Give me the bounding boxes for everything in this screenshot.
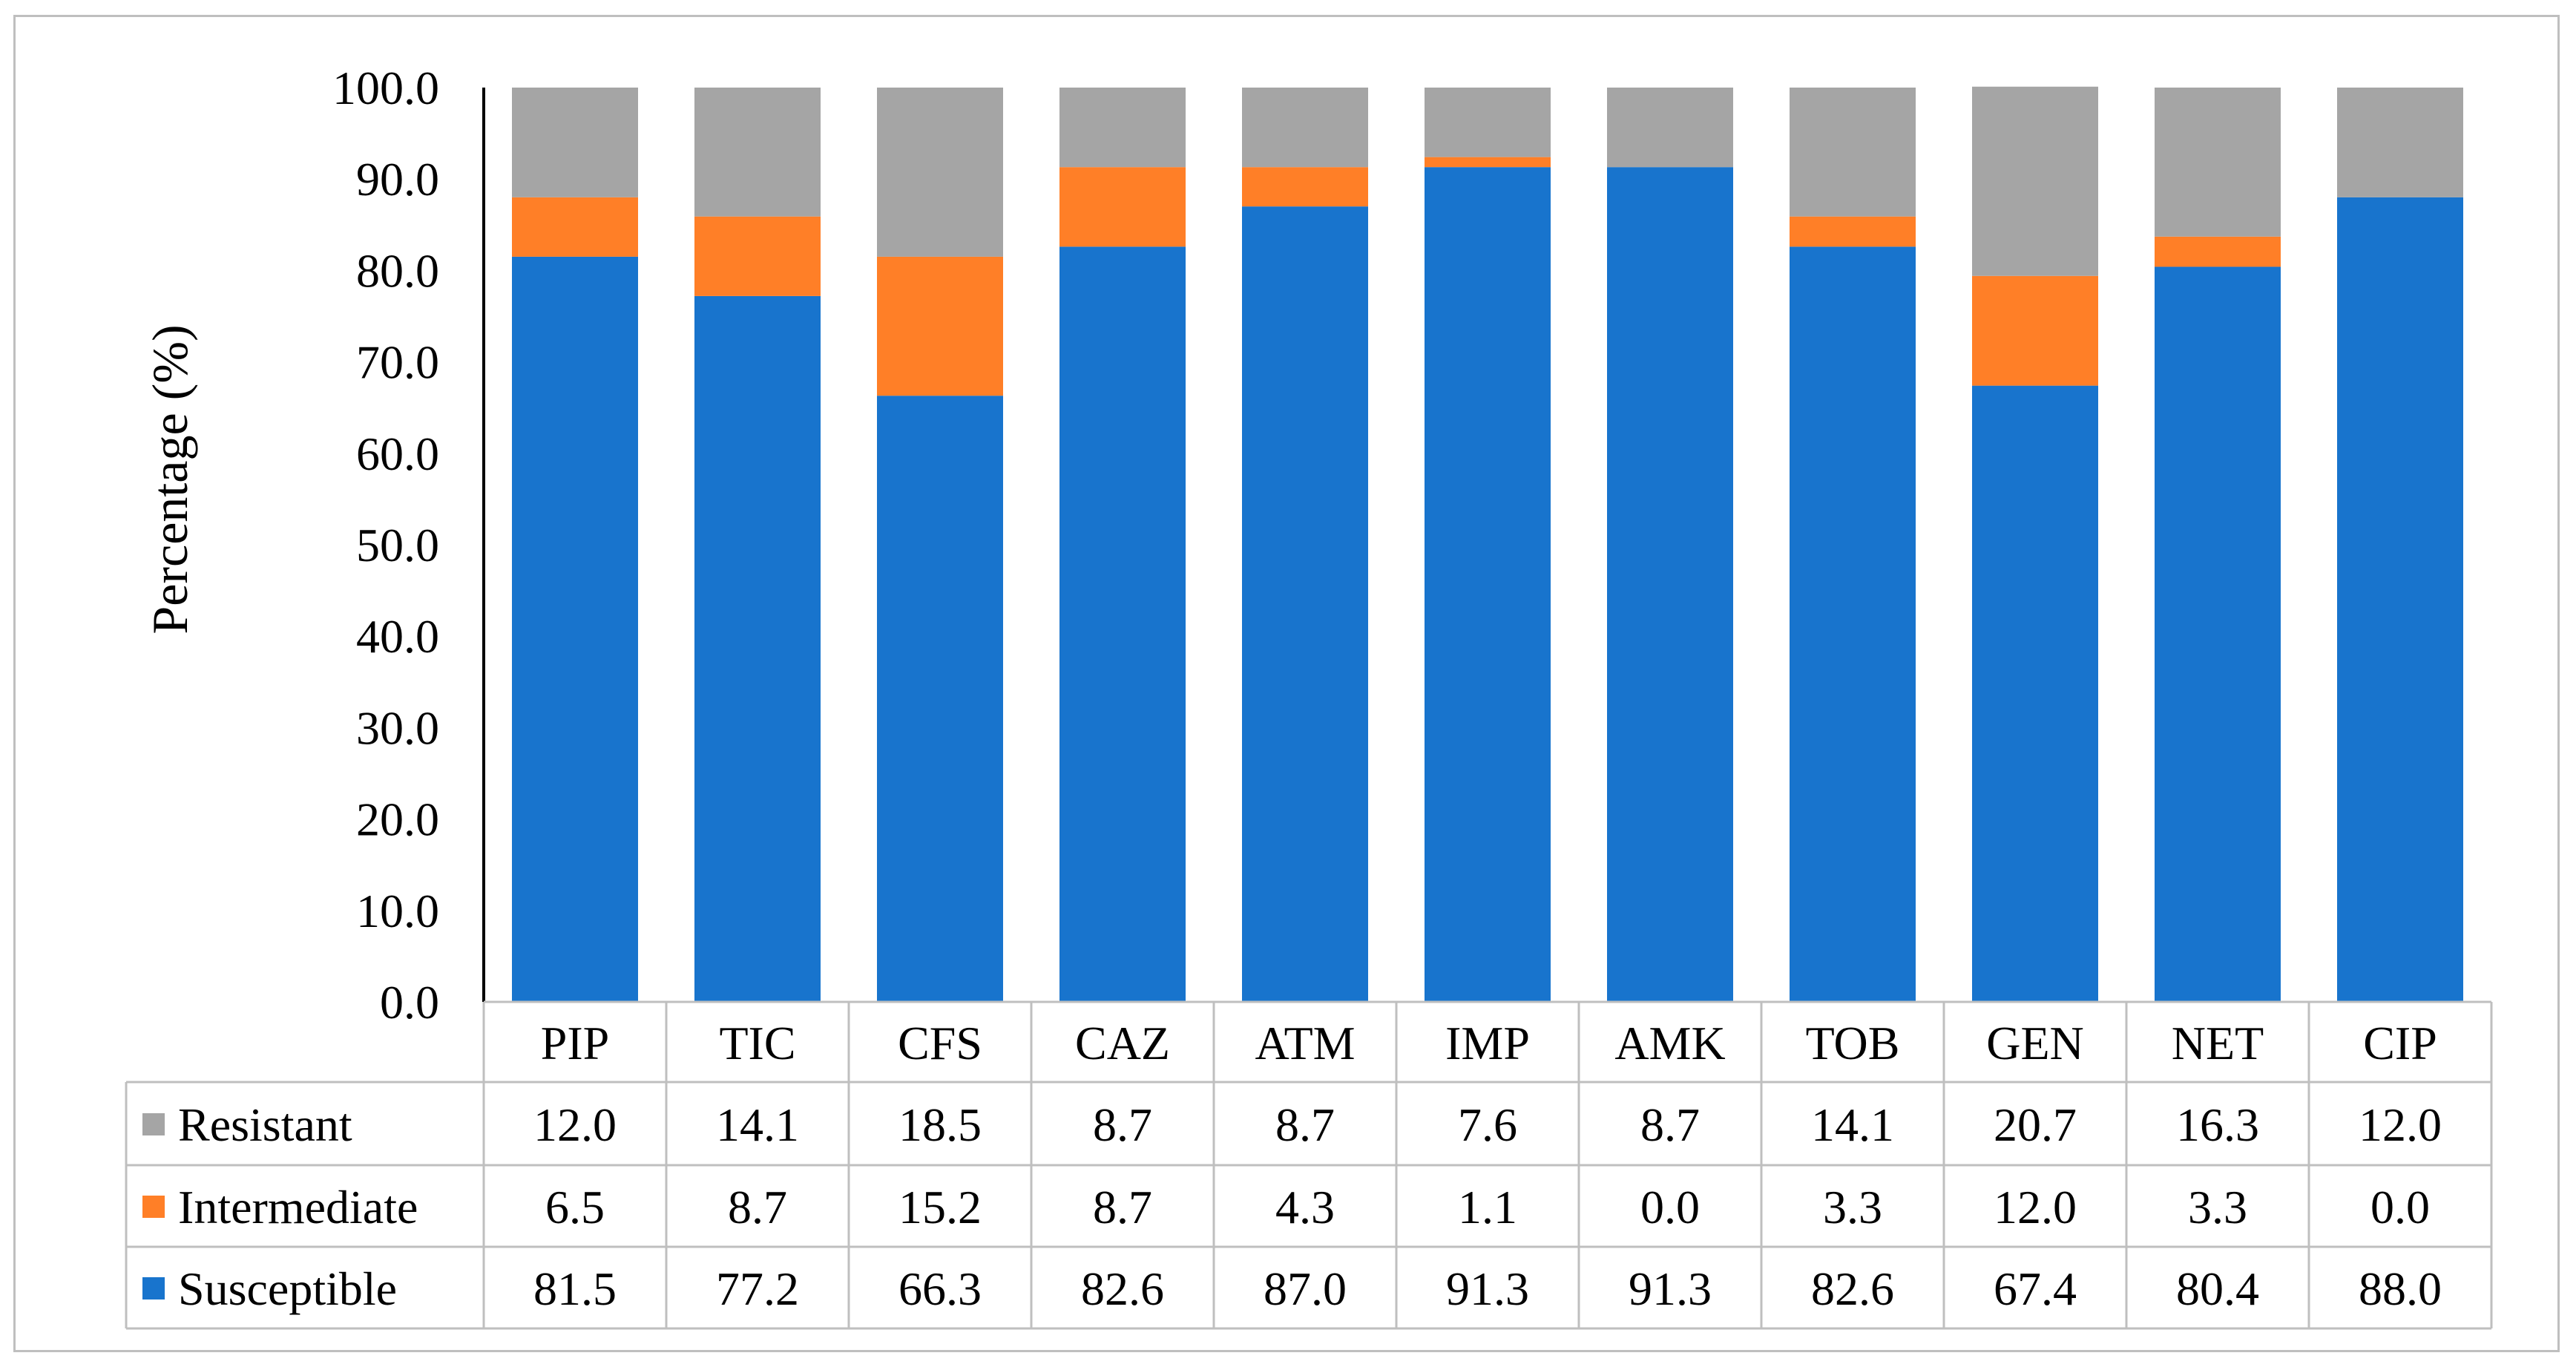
y-tick-label: 60.0 [356, 427, 439, 480]
table-cell-resistant: 8.7 [1640, 1098, 1700, 1151]
table-cell-intermediate: 6.5 [545, 1181, 605, 1233]
table-cell-resistant: 16.3 [2176, 1098, 2259, 1151]
table-cell-intermediate: 1.1 [1458, 1181, 1517, 1233]
y-tick-label: 30.0 [356, 701, 439, 754]
table-cell-intermediate: 8.7 [728, 1181, 787, 1233]
data-table: PIP TIC CFS CAZ ATM IMP AMK TOB GEN NET CIP Resista… [125, 1000, 2493, 1330]
bar-intermediate-atm [1242, 167, 1368, 207]
bar-intermediate-tic [694, 216, 821, 296]
table-cell-susceptible: 91.3 [1446, 1262, 1529, 1315]
y-tick-label: 90.0 [356, 153, 439, 206]
x-category-label: CIP [2363, 1017, 2437, 1069]
bar-resistant-pip [512, 88, 638, 197]
legend-key-susceptible [142, 1277, 165, 1299]
table-cell-resistant: 7.6 [1458, 1098, 1517, 1151]
bar-susceptible-caz [1059, 246, 1186, 1002]
bar-resistant-imp [1425, 88, 1551, 157]
x-category-label: PIP [541, 1017, 610, 1069]
x-category-label: CAZ [1075, 1017, 1170, 1069]
table-cell-susceptible: 82.6 [1081, 1262, 1164, 1315]
y-tick-label: 100.0 [332, 62, 439, 114]
table-cell-susceptible: 82.6 [1811, 1262, 1894, 1315]
bar-resistant-atm [1242, 88, 1368, 168]
legend-key-resistant [142, 1113, 165, 1135]
table-cell-resistant: 14.1 [716, 1098, 799, 1151]
table-cell-intermediate: 12.0 [1994, 1181, 2077, 1233]
x-category-label: TOB [1806, 1017, 1900, 1069]
x-category-label: IMP [1445, 1017, 1530, 1069]
legend-label-susceptible: Susceptible [178, 1262, 397, 1315]
x-category-label: AMK [1614, 1017, 1725, 1069]
bar-intermediate-gen [1972, 275, 2098, 386]
bar-intermediate-pip [512, 197, 638, 257]
bar-susceptible-net [2155, 266, 2281, 1002]
bar-susceptible-pip [512, 256, 638, 1002]
table-cell-resistant: 20.7 [1994, 1098, 2077, 1151]
table-cell-resistant: 12.0 [2359, 1098, 2442, 1151]
x-category-label: NET [2172, 1017, 2264, 1069]
y-tick-label: 70.0 [356, 336, 439, 389]
legend-label-resistant: Resistant [178, 1098, 352, 1151]
axis-layer: 0.0 10.0 20.0 30.0 40.0 50.0 60.0 70.0 80.0 90.0 1… [332, 62, 485, 1029]
bar-susceptible-imp [1425, 167, 1551, 1003]
bar-resistant-caz [1059, 88, 1186, 168]
bar-intermediate-caz [1059, 167, 1186, 247]
y-tick-label: 40.0 [356, 610, 439, 663]
bar-resistant-cfs [877, 88, 1003, 257]
bar-intermediate-cfs [877, 256, 1003, 396]
y-tick-label: 80.0 [356, 244, 439, 297]
table-cell-resistant: 8.7 [1275, 1098, 1335, 1151]
table-cell-intermediate: 0.0 [2370, 1181, 2430, 1233]
bar-intermediate-net [2155, 236, 2281, 267]
bar-intermediate-imp [1425, 157, 1551, 168]
bar-susceptible-gen [1972, 385, 2098, 1002]
bar-susceptible-cfs [877, 396, 1003, 1002]
table-cell-susceptible: 88.0 [2359, 1262, 2442, 1315]
bar-resistant-amk [1607, 88, 1733, 168]
table-cell-resistant: 12.0 [533, 1098, 617, 1151]
table-cell-susceptible: 66.3 [898, 1262, 982, 1315]
bar-susceptible-atm [1242, 206, 1368, 1002]
table-cell-intermediate: 4.3 [1275, 1181, 1335, 1233]
bar-resistant-cip [2337, 88, 2463, 197]
bar-resistant-net [2155, 88, 2281, 237]
bar-intermediate-tob [1790, 216, 1916, 247]
x-category-label: TIC [719, 1017, 795, 1069]
y-tick-label: 20.0 [356, 793, 439, 846]
bar-susceptible-cip [2337, 197, 2463, 1003]
table-cell-susceptible: 81.5 [533, 1262, 617, 1315]
table-cell-susceptible: 91.3 [1629, 1262, 1712, 1315]
table-cell-intermediate: 15.2 [898, 1181, 982, 1233]
table-cell-susceptible: 80.4 [2176, 1262, 2259, 1315]
bar-resistant-gen [1972, 86, 2098, 276]
y-tick-label: 50.0 [356, 519, 439, 571]
legend-key-intermediate [142, 1196, 165, 1218]
bar-susceptible-amk [1607, 167, 1733, 1003]
legend-label-intermediate: Intermediate [178, 1181, 418, 1233]
y-tick-label: 0.0 [380, 976, 439, 1029]
table-cell-resistant: 8.7 [1093, 1098, 1152, 1151]
x-category-label: ATM [1255, 1017, 1355, 1069]
table-cell-intermediate: 0.0 [1640, 1181, 1700, 1233]
table-cell-susceptible: 67.4 [1994, 1262, 2077, 1315]
y-tick-label: 10.0 [356, 885, 439, 937]
table-cell-resistant: 18.5 [898, 1098, 982, 1151]
table-cell-intermediate: 3.3 [2188, 1181, 2247, 1233]
bars-layer [512, 86, 2463, 1003]
bar-resistant-tic [694, 88, 821, 217]
table-cell-resistant: 14.1 [1811, 1098, 1894, 1151]
y-axis-title: Percentage (%) [142, 324, 198, 634]
x-category-label: GEN [1986, 1017, 2084, 1069]
bar-susceptible-tic [694, 295, 821, 1002]
table-cell-susceptible: 87.0 [1264, 1262, 1347, 1315]
table-cell-intermediate: 8.7 [1093, 1181, 1152, 1233]
x-category-label: CFS [898, 1017, 982, 1069]
bar-resistant-tob [1790, 88, 1916, 217]
bar-susceptible-tob [1790, 246, 1916, 1002]
table-cell-intermediate: 3.3 [1823, 1181, 1882, 1233]
table-cell-susceptible: 77.2 [716, 1262, 799, 1315]
